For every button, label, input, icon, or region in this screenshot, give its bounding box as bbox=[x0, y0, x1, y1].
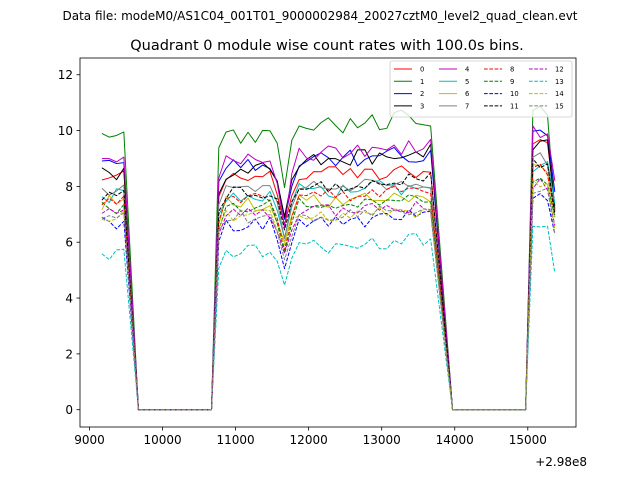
legend-label-12: 12 bbox=[555, 66, 564, 74]
x-tick-label: 13000 bbox=[363, 433, 401, 447]
legend-label-2: 2 bbox=[420, 90, 424, 98]
legend-label-4: 4 bbox=[465, 66, 469, 74]
x-tick-label: 10000 bbox=[143, 433, 181, 447]
legend-box bbox=[389, 60, 573, 118]
series-line-8 bbox=[101, 163, 556, 411]
series-layer bbox=[101, 105, 556, 411]
legend-label-5: 5 bbox=[465, 78, 469, 86]
legend-label-15: 15 bbox=[555, 102, 564, 110]
x-tick-label: 9000 bbox=[74, 433, 105, 447]
y-tick-label: 0 bbox=[65, 403, 73, 417]
legend-label-14: 14 bbox=[555, 90, 564, 98]
y-tick-label: 12 bbox=[58, 68, 73, 82]
series-line-13 bbox=[101, 225, 556, 411]
legend-label-10: 10 bbox=[510, 90, 519, 98]
y-tick-label: 4 bbox=[65, 292, 73, 306]
legend-label-1: 1 bbox=[420, 78, 424, 86]
series-line-1 bbox=[101, 105, 556, 411]
legend-label-13: 13 bbox=[555, 78, 564, 86]
legend-label-6: 6 bbox=[465, 90, 469, 98]
series-line-4 bbox=[101, 125, 556, 411]
legend-label-11: 11 bbox=[510, 102, 519, 110]
legend-label-7: 7 bbox=[465, 102, 469, 110]
y-tick-label: 6 bbox=[65, 236, 73, 250]
x-tick-label: 14000 bbox=[436, 433, 474, 447]
legend-label-8: 8 bbox=[510, 66, 514, 74]
chart-suptitle: Data file: modeM0/AS1C04_001T01_90000029… bbox=[62, 9, 577, 23]
series-line-15 bbox=[101, 187, 556, 411]
series-line-11 bbox=[101, 158, 556, 411]
series-line-7 bbox=[101, 152, 556, 411]
x-tick-label: 12000 bbox=[290, 433, 328, 447]
series-line-3 bbox=[101, 139, 556, 411]
series-line-2 bbox=[101, 129, 556, 411]
axes-layer: 9000 10000 11000 12000 13000 14000 15000 0 2 4 6 8 1… bbox=[58, 57, 577, 447]
series-line-10 bbox=[101, 193, 556, 411]
legend-label-3: 3 bbox=[420, 102, 424, 110]
x-tick-label: 11000 bbox=[216, 433, 254, 447]
x-tick-label: 15000 bbox=[509, 433, 547, 447]
y-tick-label: 8 bbox=[65, 180, 73, 194]
y-tick-label: 2 bbox=[65, 347, 73, 361]
y-tick-label: 10 bbox=[58, 124, 73, 138]
chart-title: Quadrant 0 module wise count rates with … bbox=[130, 38, 524, 54]
legend-label-9: 9 bbox=[510, 78, 514, 86]
legend-label-0: 0 bbox=[420, 66, 424, 74]
series-line-9 bbox=[101, 177, 556, 411]
x-axis-offset-label: +2.98e8 bbox=[535, 455, 587, 469]
